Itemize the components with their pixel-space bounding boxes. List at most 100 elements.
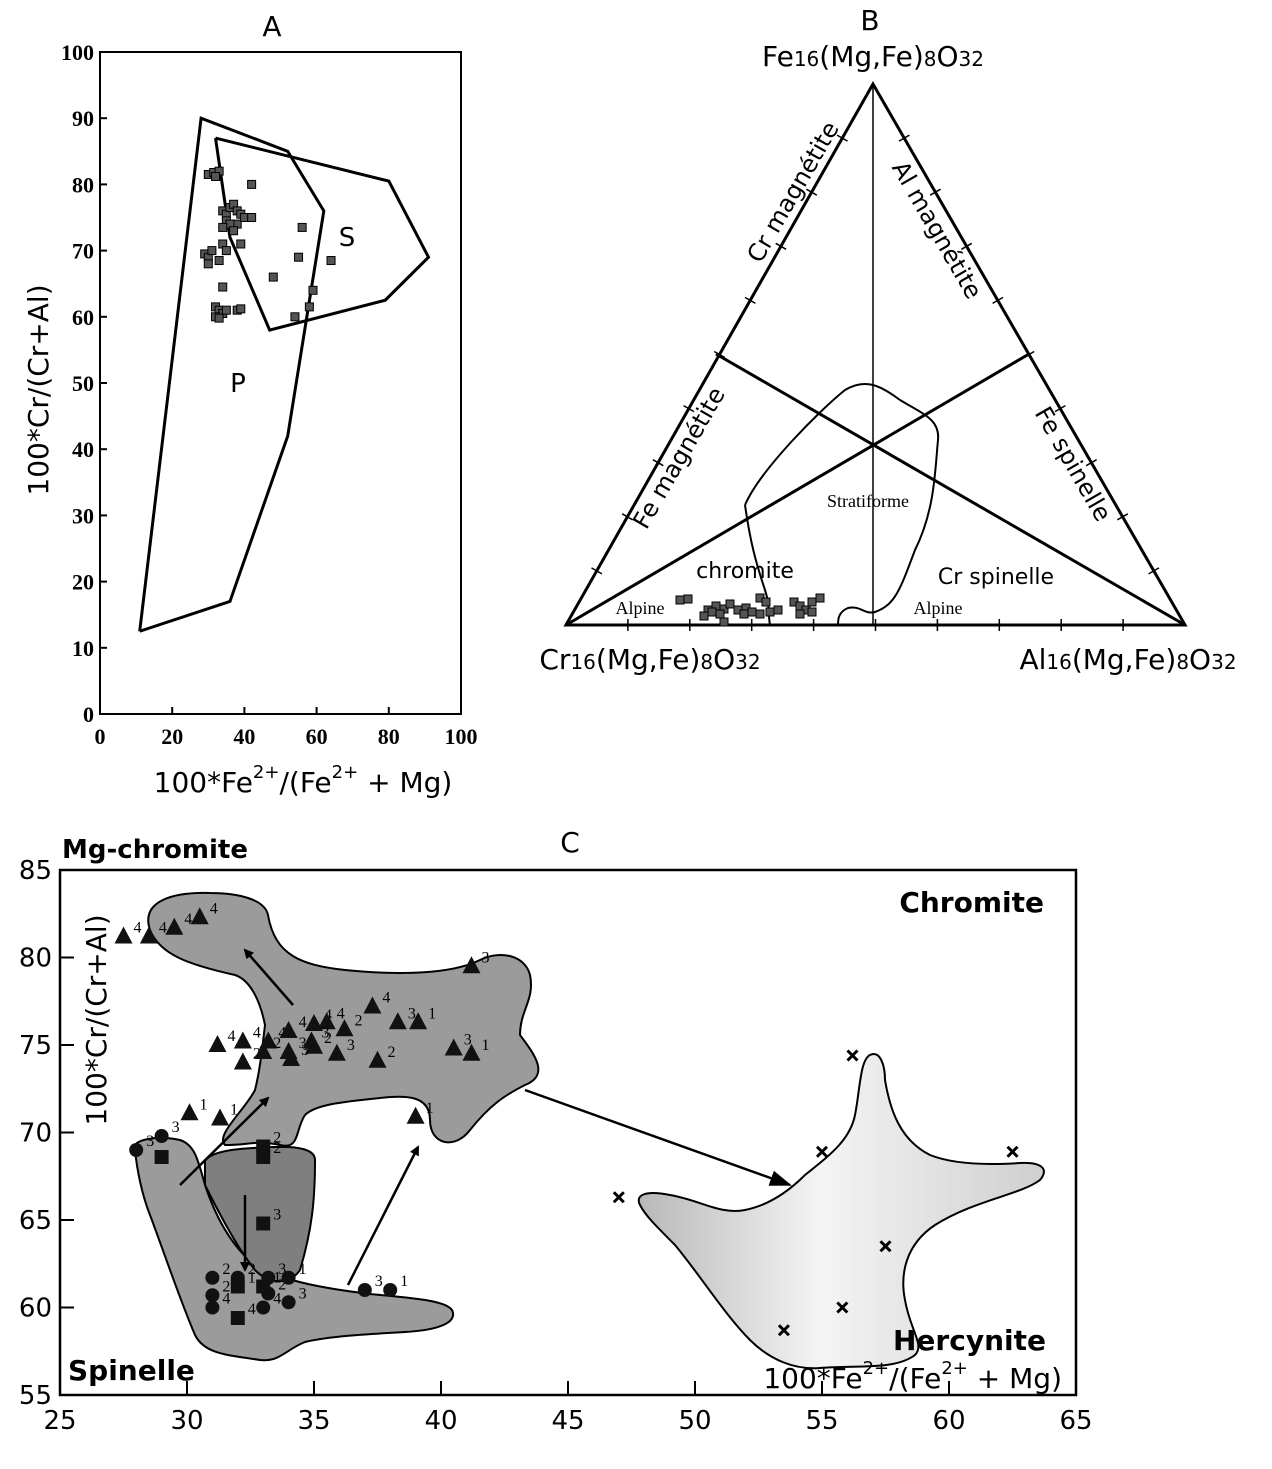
panel-a-field-p-label: P <box>230 369 246 399</box>
panel-b-point <box>699 611 709 621</box>
panel-c-triangle-point <box>233 1031 252 1049</box>
panel-c-point-label: 4 <box>222 1291 230 1308</box>
panel-b-point <box>719 617 729 627</box>
panel-c-point-label: 4 <box>299 1014 307 1031</box>
panel-a-point <box>290 312 300 322</box>
panel-c-circle-point <box>154 1129 169 1143</box>
panel-b-point <box>747 607 757 617</box>
panel-b-label-cr-magnetite: Cr magnétite <box>741 117 844 268</box>
panel-b-apex-left: Cr16(Mg,Fe)8O32 <box>539 643 760 676</box>
panel-a-point <box>247 179 257 189</box>
panel-b-tick <box>744 296 756 305</box>
panel-c-triangle-point <box>406 1106 425 1124</box>
panel-c-square-point <box>256 1279 271 1294</box>
panel-c-triangle-point <box>208 1035 227 1052</box>
panel-a-x-tick-label: 40 <box>233 724 255 749</box>
panel-a-point <box>229 226 239 236</box>
panel-c-corner-chromite: Chromite <box>899 886 1044 919</box>
panel-a-y-ticks: 0 10 20 30 40 50 60 70 80 90 100 <box>61 40 107 727</box>
panel-c-point-label: 4 <box>210 900 218 917</box>
panel-b-point <box>761 597 771 607</box>
panel-b-tick <box>806 188 818 196</box>
panel-a-x-axis-label: 100*Fe2+/(Fe2+ + Mg) <box>154 762 453 799</box>
panel-b-line-right <box>565 352 1030 627</box>
panel-c-y-tick-label: 55 <box>19 1381 52 1411</box>
panel-c-point-label: 4 <box>159 920 167 937</box>
panel-c-point-label: 1 <box>248 1270 256 1287</box>
panel-c-triangle-point <box>211 1108 230 1126</box>
panel-c-arrow <box>524 1088 792 1187</box>
panel-b-apex-top: Fe16(Mg,Fe)8O32 <box>762 40 984 73</box>
panel-c-y-tick-label: 85 <box>19 856 52 886</box>
panel-c-point-label: 3 <box>408 1005 416 1022</box>
panel-a-point <box>221 246 231 256</box>
panel-c-cross-point <box>777 1324 790 1337</box>
panel-b-tick <box>652 459 664 467</box>
panel-b-tick <box>929 188 941 196</box>
panel-c-arrow <box>243 948 294 1006</box>
panel-a-fields <box>138 116 431 633</box>
panel-c-y-tick-label: 70 <box>19 1119 52 1149</box>
panel-b-tick <box>1023 350 1035 359</box>
panel-a-point <box>214 313 224 323</box>
panel-c-triangle-point <box>409 1012 428 1030</box>
panel-b-label-chromite: chromite <box>696 559 794 584</box>
panel-a-y-tick-label: 100 <box>61 40 94 65</box>
panel-a-x-tick-label: 60 <box>306 724 328 749</box>
panel-b-tick <box>775 242 787 250</box>
panel-b-label-alpine-left: Alpine <box>616 598 665 618</box>
panel-b-point <box>795 609 805 619</box>
panel-c-y-ticks: 55 60 65 70 75 80 85 <box>19 856 74 1411</box>
panel-c-cross-point <box>1006 1145 1019 1158</box>
panel-b-apex-right: Al16(Mg,Fe)8O32 <box>1019 643 1236 676</box>
panel-c-y-axis-label: 100*Cr/(Cr+Al) <box>80 914 113 1125</box>
panel-c-x-tick-label: 55 <box>805 1406 838 1436</box>
panel-c-triangle-point <box>363 996 382 1014</box>
panel-a-y-tick-label: 70 <box>72 239 94 264</box>
panel-a-y-tick-label: 80 <box>72 172 94 197</box>
panel-c-point-label: 3 <box>172 1119 180 1136</box>
panel-c-circle-point <box>281 1295 296 1310</box>
panel-b-tick <box>898 134 910 142</box>
panel-c-field-hercynite <box>637 1053 1045 1370</box>
panel-c-point-label: 1 <box>428 1005 436 1022</box>
panel-c-triangle-point <box>139 926 158 944</box>
panel-c-circle-point <box>205 1300 220 1315</box>
panel-c-x-ticks: 25 30 35 40 45 50 55 60 65 <box>43 1381 1093 1436</box>
panel-b-label-al-magnetite: Al magnétite <box>886 156 987 304</box>
panel-b-tick <box>591 567 603 575</box>
panel-b-line-left <box>715 352 1186 627</box>
panel-c-y-tick-label: 65 <box>19 1206 52 1236</box>
panel-b-point <box>739 609 749 619</box>
panel-b-ticks <box>591 134 1160 631</box>
panel-a-field-s <box>214 136 431 332</box>
panel-b-tick <box>1117 513 1129 521</box>
panel-a-field-s-label: S <box>339 223 356 253</box>
panel-c-circle-point <box>256 1300 271 1315</box>
panel-c-cross-point <box>815 1145 829 1158</box>
panel-c-square-point <box>256 1150 271 1164</box>
panel-a-point <box>218 282 228 292</box>
panel-a-x-tick-label: 0 <box>95 724 106 749</box>
panel-a-point <box>211 171 221 181</box>
panel-c: C Mg-chromite 44444444444223222333333111… <box>19 826 1093 1436</box>
panel-b-tick <box>621 513 633 521</box>
panel-b-label-stratiforme: Stratiforme <box>827 491 909 511</box>
panel-a-point <box>304 302 314 312</box>
panel-c-square-point <box>154 1150 169 1164</box>
panel-c-point-label: 4 <box>382 990 390 1007</box>
panel-c-point-label: 2 <box>278 1277 286 1294</box>
panel-c-triangle-point <box>368 1050 387 1068</box>
panel-c-triangle-point <box>233 1052 252 1070</box>
panel-c-x-tick-label: 25 <box>43 1406 76 1436</box>
panel-c-point-label: 1 <box>299 1261 307 1278</box>
panel-c-point-label: 4 <box>227 1028 235 1045</box>
panel-c-point-label: 1 <box>481 1037 489 1054</box>
panel-c-triangle-point <box>305 1014 323 1031</box>
panel-a-y-tick-label: 20 <box>72 570 94 595</box>
panel-a-point <box>326 256 336 266</box>
panel-c-circle-point <box>383 1283 398 1297</box>
panel-a-x-ticks: 0 20 40 60 80 100 <box>95 707 478 749</box>
